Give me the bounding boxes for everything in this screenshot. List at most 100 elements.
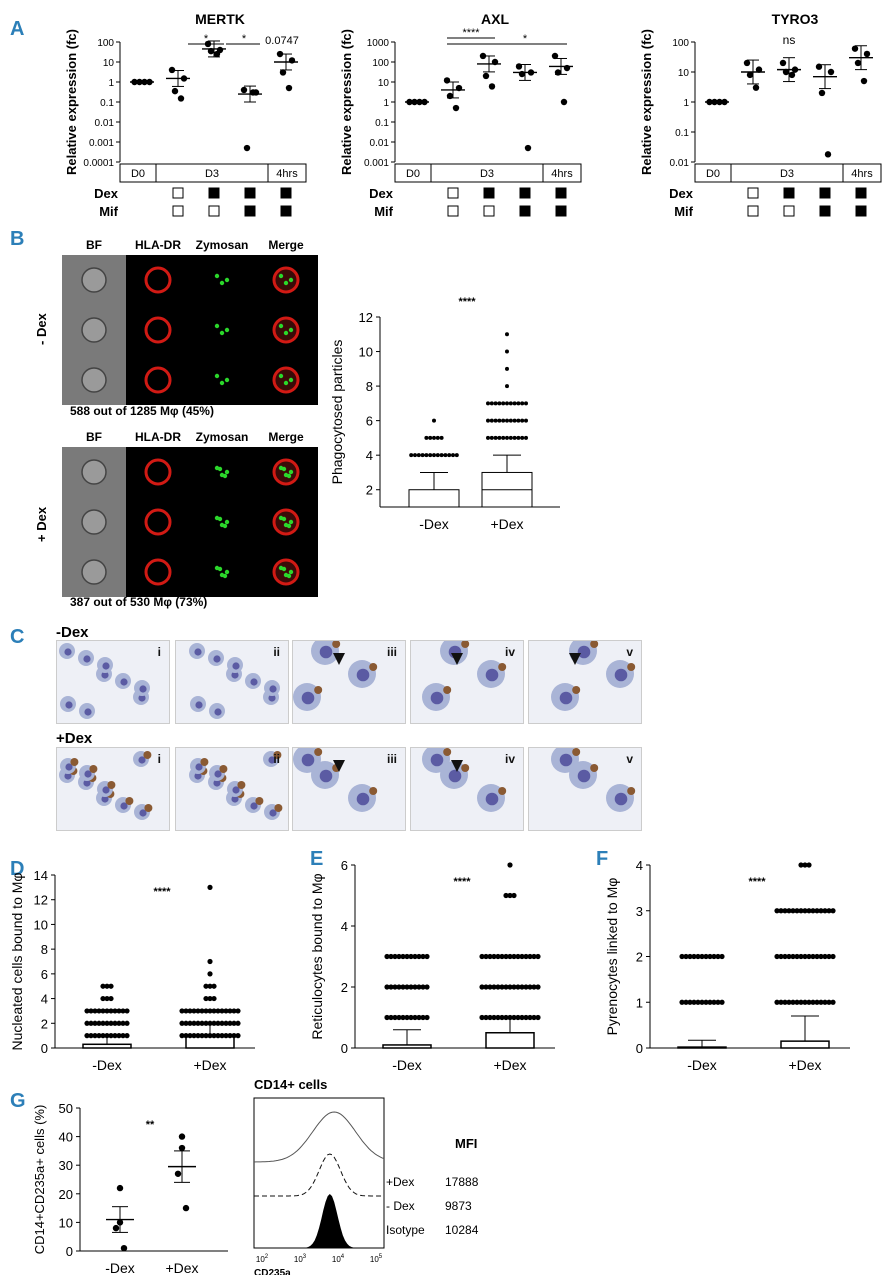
outlier-point (451, 453, 455, 458)
data-point (408, 1014, 414, 1021)
outlier-point (493, 435, 498, 440)
significance-b: **** (458, 296, 476, 308)
erythroid-cell (627, 663, 636, 671)
cell-outline (81, 317, 107, 343)
nucleus (232, 662, 240, 670)
data-point (535, 953, 541, 960)
mif-label: Mif (99, 204, 118, 219)
nucleus (84, 708, 92, 716)
mif-label: Mif (374, 204, 393, 219)
dex-indicator (483, 187, 495, 199)
data-point (802, 908, 808, 914)
data-point (88, 1008, 94, 1014)
nucleus (614, 668, 628, 682)
mif-indicator (244, 205, 256, 217)
group-label: 4hrs (276, 168, 298, 180)
y-tick-label: 10 (678, 68, 690, 79)
y-tick-label: 0 (66, 1244, 73, 1259)
zymosan-particle (286, 473, 292, 479)
outlier-point (520, 401, 525, 406)
mif-indicator (783, 205, 795, 217)
micrograph-index-label: iv (504, 752, 515, 766)
dex-indicator (244, 187, 256, 199)
nucleus (101, 671, 109, 679)
dex-label: Dex (669, 186, 694, 201)
data-point (404, 1014, 410, 1021)
data-point (223, 1008, 229, 1014)
outlier-point (501, 435, 506, 440)
data-point (88, 1033, 94, 1039)
cell-graphic (144, 316, 172, 344)
cell-graphic (272, 558, 300, 586)
data-point (104, 1008, 110, 1014)
data-point (798, 862, 804, 868)
outlier-point (416, 453, 421, 458)
micrograph-plus-dex-ii: ii (175, 747, 289, 831)
data-point (707, 999, 713, 1005)
y-tick-label: 1 (683, 98, 689, 109)
data-point (231, 1008, 237, 1014)
micrograph-index-label: iii (386, 645, 397, 659)
micrograph-minus-dex-i: i (56, 640, 170, 724)
data-point (120, 1244, 128, 1252)
data-point (779, 59, 787, 67)
nucleus (102, 662, 110, 670)
zymosan-particle (281, 466, 287, 472)
arrowhead-marker (333, 653, 345, 665)
data-point (507, 892, 513, 899)
cell-outline (81, 559, 107, 585)
y-tick-label: 2 (636, 950, 643, 965)
y-tick-label: 4 (636, 858, 643, 873)
zymosan-particle (286, 523, 292, 529)
data-point (711, 999, 717, 1005)
y-tick-label: 4 (41, 992, 48, 1007)
data-point (207, 884, 213, 890)
group-label: 4hrs (851, 168, 873, 180)
nucleus (430, 753, 444, 767)
data-point (174, 1170, 182, 1177)
outlier-point (508, 435, 513, 440)
data-point (523, 984, 529, 990)
x-tick-label: +Dex (165, 1260, 198, 1275)
y-tick-label: 1 (108, 78, 114, 89)
data-point (683, 953, 689, 960)
bf-image (62, 547, 126, 597)
micrograph-minus-dex-iv: iv (410, 640, 524, 724)
data-point (388, 984, 394, 990)
mean-bar (82, 1043, 132, 1049)
erythroid-cell (461, 641, 470, 648)
data-point (719, 999, 725, 1005)
sig-label: * (523, 33, 528, 45)
nucleus (65, 763, 73, 771)
outlier-point (524, 435, 528, 440)
nucleus (319, 769, 333, 783)
data-point (207, 1008, 213, 1014)
data-point (187, 1008, 193, 1014)
data-point (802, 862, 808, 868)
mif-indicator (447, 205, 459, 217)
data-point (384, 1014, 390, 1021)
outlier-point (413, 453, 417, 458)
data-point (100, 1020, 106, 1026)
mif-indicator (747, 205, 759, 217)
nucleus (139, 809, 147, 817)
data-point (100, 995, 106, 1002)
data-point (707, 953, 713, 960)
zymosan-particle (288, 569, 294, 575)
outlier-point (439, 453, 444, 458)
data-point (424, 984, 430, 990)
tick-exponent: 2 (265, 1254, 269, 1260)
zymosan-particle (224, 327, 230, 333)
zymosan-particle (219, 380, 225, 386)
micrograph-minus-dex-iii: iii (292, 640, 406, 724)
zymosan-particle (281, 516, 287, 522)
data-point (124, 1020, 130, 1026)
data-point (774, 908, 780, 914)
nucleus (250, 678, 258, 686)
hla-dr-image (126, 547, 190, 597)
bf-image (62, 447, 126, 497)
data-point (203, 983, 209, 989)
data-point (818, 908, 824, 914)
panel-letter-d: D (10, 858, 25, 880)
outlier-point (486, 418, 490, 423)
